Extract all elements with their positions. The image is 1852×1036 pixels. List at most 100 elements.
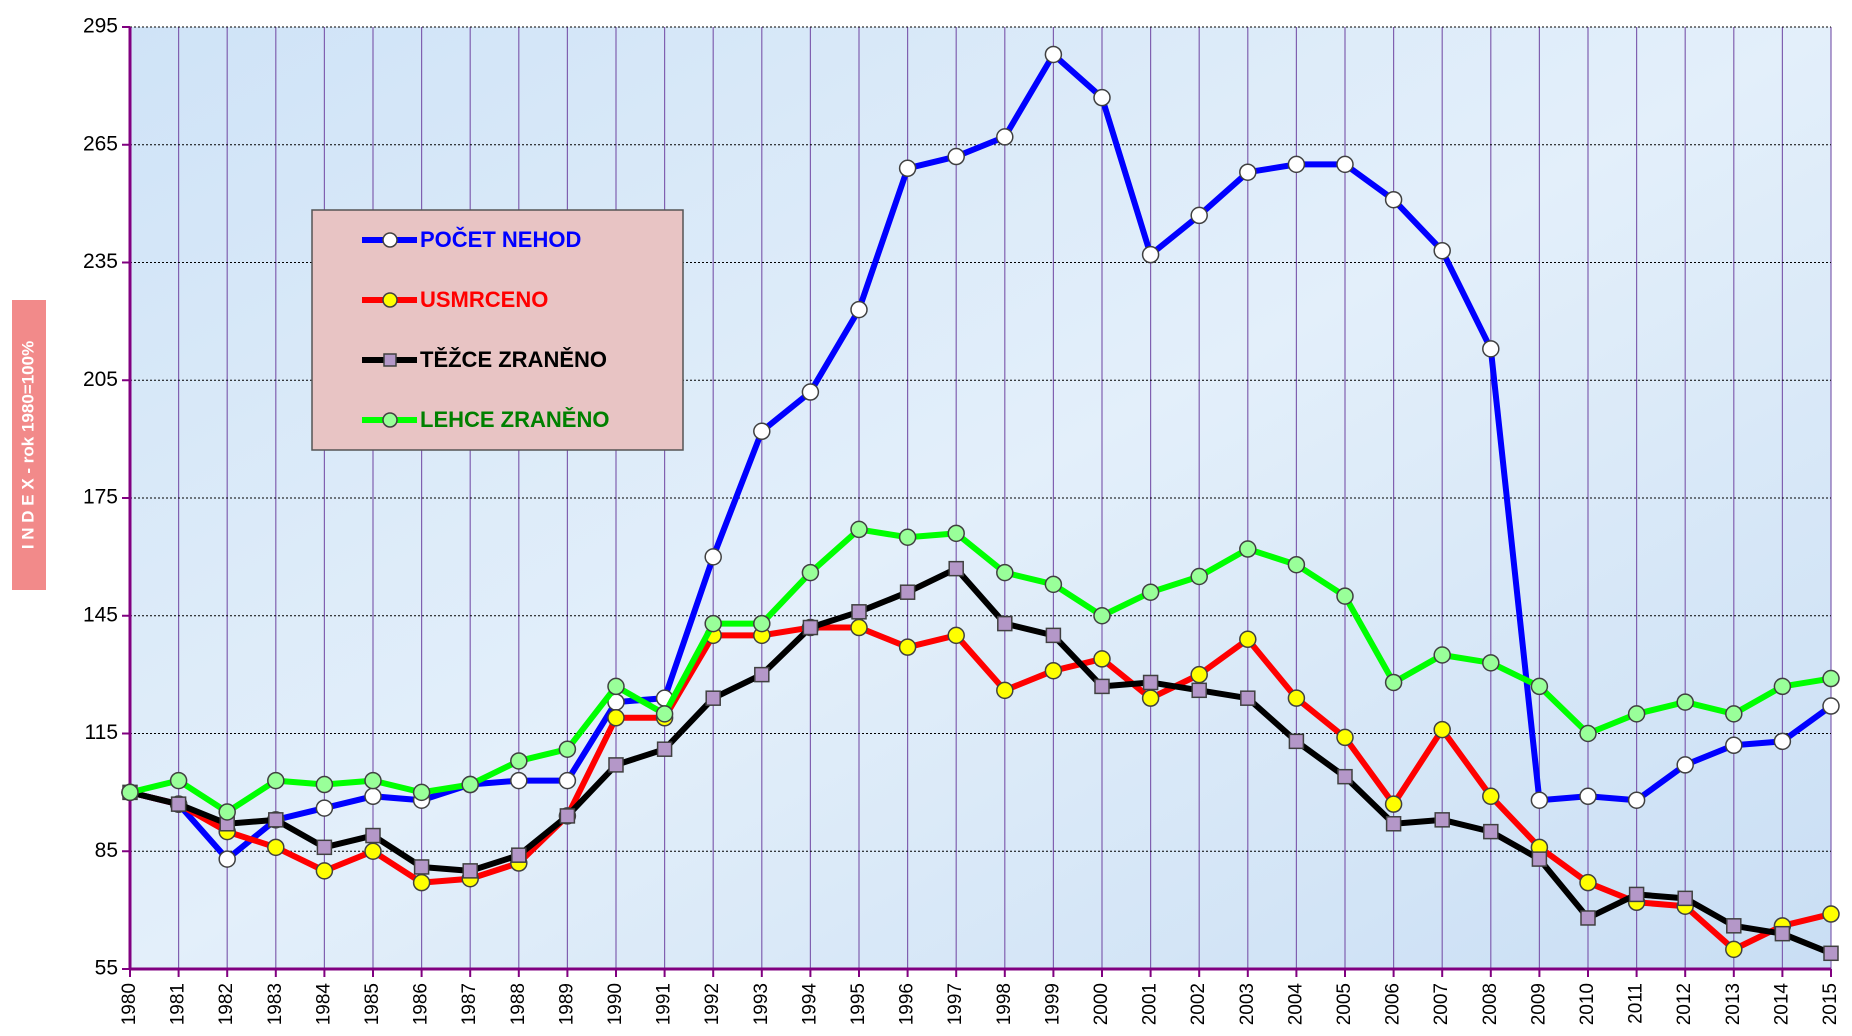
marker bbox=[655, 705, 674, 723]
marker bbox=[1385, 816, 1402, 832]
marker bbox=[1191, 682, 1207, 699]
x-tick-label: 1980 bbox=[119, 983, 140, 1025]
legend-label: USMRCENO bbox=[420, 287, 548, 312]
legend-box bbox=[311, 209, 684, 451]
x-tick-label: 1985 bbox=[362, 983, 383, 1025]
y-tick-label: 265 bbox=[83, 132, 118, 155]
marker bbox=[1190, 206, 1208, 225]
marker bbox=[170, 796, 187, 812]
x-tick-label: 1994 bbox=[799, 983, 820, 1026]
x-tick-label: 1981 bbox=[168, 983, 189, 1025]
marker bbox=[1482, 787, 1500, 806]
x-tick-label: 2002 bbox=[1188, 983, 1209, 1025]
marker bbox=[1627, 791, 1646, 809]
marker bbox=[1483, 823, 1499, 840]
marker bbox=[898, 638, 917, 656]
x-tick-label: 1990 bbox=[605, 983, 626, 1025]
marker bbox=[1093, 650, 1111, 668]
marker bbox=[1822, 697, 1840, 715]
x-tick-label: 2004 bbox=[1285, 983, 1306, 1026]
marker bbox=[1287, 555, 1306, 574]
series-line bbox=[129, 624, 1832, 953]
marker bbox=[1676, 756, 1694, 774]
marker bbox=[851, 604, 867, 620]
marker bbox=[218, 803, 236, 821]
marker bbox=[1823, 945, 1839, 962]
x-tick-label: 2010 bbox=[1577, 983, 1598, 1025]
marker bbox=[1579, 873, 1597, 892]
x-tick-label: 1983 bbox=[265, 983, 286, 1025]
y-tick-label: 115 bbox=[85, 721, 118, 744]
marker bbox=[996, 128, 1014, 146]
legend-label: TĚŽCE ZRANĚNO bbox=[420, 347, 607, 372]
x-tick-label: 1996 bbox=[897, 983, 918, 1025]
marker bbox=[1044, 45, 1063, 64]
x-tick-label: 2001 bbox=[1140, 983, 1161, 1025]
x-tick-label: 2012 bbox=[1674, 983, 1695, 1025]
marker bbox=[1579, 787, 1597, 806]
marker bbox=[1093, 607, 1111, 625]
marker bbox=[558, 771, 577, 790]
marker bbox=[1433, 646, 1451, 664]
marker bbox=[364, 842, 382, 860]
marker bbox=[1336, 155, 1354, 174]
marker bbox=[1384, 673, 1403, 692]
marker bbox=[1433, 720, 1451, 739]
marker bbox=[559, 808, 576, 824]
x-tick-label: 1998 bbox=[994, 983, 1015, 1025]
marker bbox=[169, 771, 188, 790]
x-tick-label: 2014 bbox=[1771, 983, 1792, 1026]
marker bbox=[218, 850, 236, 868]
legend-label: LEHCE ZRANĚNO bbox=[420, 407, 609, 432]
marker bbox=[1336, 587, 1354, 605]
marker bbox=[1141, 689, 1160, 707]
x-tick-label: 2000 bbox=[1091, 983, 1112, 1025]
marker bbox=[510, 771, 528, 790]
marker bbox=[1530, 791, 1549, 809]
marker bbox=[801, 383, 820, 401]
marker bbox=[1773, 677, 1792, 696]
marker bbox=[1287, 155, 1306, 174]
marker bbox=[1239, 630, 1257, 649]
marker bbox=[656, 741, 673, 757]
legend-marker bbox=[382, 232, 398, 248]
y-tick-label: 175 bbox=[83, 486, 118, 509]
marker bbox=[268, 812, 284, 828]
marker bbox=[364, 771, 382, 790]
marker bbox=[1433, 241, 1451, 260]
marker bbox=[1434, 812, 1450, 828]
marker bbox=[1628, 886, 1645, 903]
marker bbox=[1531, 851, 1548, 867]
marker bbox=[412, 783, 431, 802]
y-axis-label: I N D E X - rok 1980=100% bbox=[18, 341, 37, 549]
marker bbox=[899, 584, 916, 600]
x-tick-label: 2008 bbox=[1480, 983, 1501, 1025]
marker bbox=[364, 787, 382, 806]
marker bbox=[1676, 693, 1694, 711]
marker bbox=[608, 757, 624, 773]
marker bbox=[1725, 736, 1743, 755]
marker bbox=[898, 528, 917, 546]
marker bbox=[1530, 677, 1549, 696]
marker bbox=[1774, 925, 1791, 942]
marker bbox=[1142, 674, 1159, 691]
marker bbox=[462, 863, 478, 879]
marker bbox=[315, 799, 334, 817]
x-tick-label: 1991 bbox=[654, 983, 675, 1025]
legend-marker bbox=[382, 292, 398, 308]
x-tick-label: 1993 bbox=[751, 983, 772, 1025]
marker bbox=[1384, 190, 1403, 209]
marker bbox=[1094, 678, 1110, 695]
marker bbox=[1093, 88, 1111, 107]
x-tick-label: 2006 bbox=[1383, 983, 1404, 1025]
legend-marker bbox=[382, 412, 398, 428]
marker bbox=[413, 859, 430, 875]
x-tick-label: 2003 bbox=[1237, 983, 1258, 1025]
marker bbox=[1044, 661, 1063, 680]
marker bbox=[1287, 689, 1306, 707]
marker bbox=[511, 847, 527, 863]
marker bbox=[1579, 724, 1597, 743]
marker bbox=[754, 666, 770, 683]
marker bbox=[1482, 340, 1500, 358]
marker bbox=[801, 563, 820, 582]
